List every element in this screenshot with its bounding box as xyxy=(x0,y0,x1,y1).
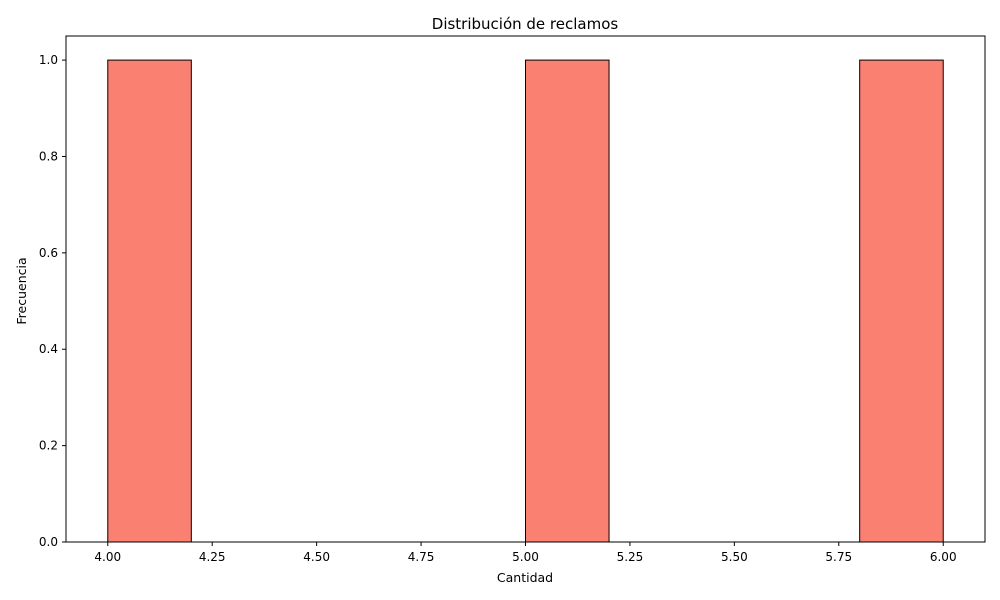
x-axis-ticks: 4.00 4.25 4.50 4.75 5.00 5.25 5.50 5.75 6.00 xyxy=(94,542,957,564)
y-tick-label: 0.8 xyxy=(39,149,58,163)
bars-group xyxy=(107,59,944,543)
y-tick-label: 0.6 xyxy=(39,246,58,260)
x-tick-label: 5.50 xyxy=(721,550,748,564)
histogram-bar xyxy=(107,59,192,543)
y-tick-label: 0.2 xyxy=(39,439,58,453)
x-axis-label: Cantidad xyxy=(497,570,553,585)
x-tick-label: 4.50 xyxy=(303,550,330,564)
x-tick-label: 5.75 xyxy=(825,550,852,564)
x-tick-label: 4.25 xyxy=(199,550,226,564)
x-tick-label: 6.00 xyxy=(930,550,957,564)
x-tick-label: 5.00 xyxy=(512,550,539,564)
histogram-bar xyxy=(525,59,610,543)
x-tick-label: 4.75 xyxy=(408,550,435,564)
x-tick-label: 5.25 xyxy=(617,550,644,564)
y-tick-label: 0.0 xyxy=(39,535,58,549)
y-axis-ticks: 0.0 0.2 0.4 0.6 0.8 1.0 xyxy=(39,53,66,549)
x-tick-label: 4.00 xyxy=(94,550,121,564)
y-tick-label: 0.4 xyxy=(39,342,58,356)
plot-frame xyxy=(65,35,986,543)
y-tick-label: 1.0 xyxy=(39,53,58,67)
chart-title: Distribución de reclamos xyxy=(432,15,619,33)
y-axis-label: Frecuencia xyxy=(14,257,29,324)
histogram-bar xyxy=(859,59,944,543)
